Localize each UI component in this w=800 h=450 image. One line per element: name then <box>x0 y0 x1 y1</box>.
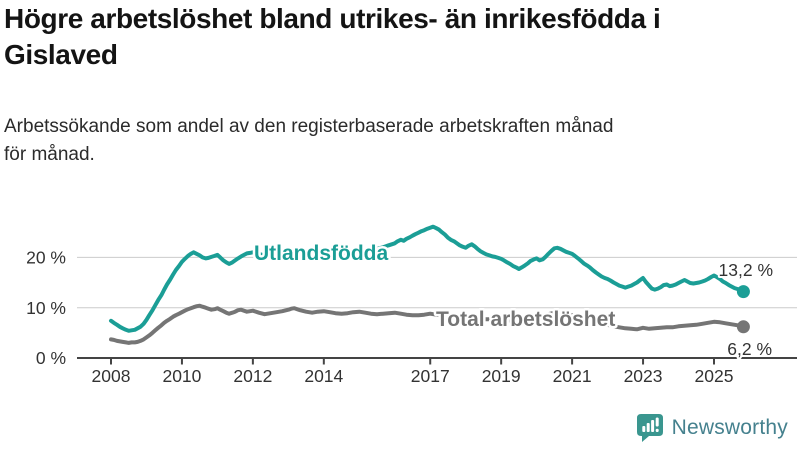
subtitle-line-1: Arbetssökande som andel av den registerb… <box>4 116 614 137</box>
series-label-total-arbetsloshet: Total arbetslöshet <box>436 308 615 331</box>
series-end-dot-0 <box>736 285 750 299</box>
x-tick-label: 2012 <box>233 366 272 386</box>
x-tick-label: 2010 <box>162 366 201 386</box>
newsworthy-wordmark: Newsworthy <box>671 416 788 439</box>
end-value-label-utlandsfodda: 13,2 % <box>719 260 773 280</box>
x-tick-label: 2019 <box>482 366 521 386</box>
y-axis: 0 % 10 % 20 % <box>26 248 66 369</box>
series-label-utlandsfodda: Utlandsfödda <box>254 242 388 265</box>
x-tick-label: 2017 <box>411 366 450 386</box>
end-value-label-total: 6,2 % <box>727 339 772 359</box>
x-tick-label: 2025 <box>695 366 734 386</box>
newsworthy-bar-chart-bubble-icon <box>636 414 663 442</box>
series-line-1 <box>109 303 746 345</box>
x-tick-label: 2021 <box>553 366 592 386</box>
x-tick-label: 2008 <box>92 366 131 386</box>
line-chart: 0 % 10 % 20 % 2008 2010 2012 2014 2017 2019 2021… <box>26 224 797 386</box>
y-tick-label: 10 % <box>26 298 66 318</box>
title-line-2: Gislaved <box>4 39 118 70</box>
subtitle-line-2: för månad. <box>4 144 95 165</box>
x-tick-label: 2023 <box>624 366 663 386</box>
chart-subtitle: Arbetssökande som andel av den registerb… <box>4 113 796 169</box>
page-title: Högre arbetslöshet bland utrikes- än inr… <box>4 1 796 73</box>
data-series <box>109 224 750 345</box>
title-line-1: Högre arbetslöshet bland utrikes- än inr… <box>4 3 661 34</box>
x-axis: 2008 2010 2012 2014 2017 2019 2021 2023 2025 <box>92 358 734 386</box>
y-tick-label: 0 % <box>36 348 66 368</box>
y-tick-label: 20 % <box>26 248 66 268</box>
series-end-dot-1 <box>736 320 750 334</box>
newsworthy-logo[interactable]: Newsworthy <box>636 413 788 443</box>
x-tick-label: 2014 <box>304 366 343 386</box>
series-line-0 <box>109 224 746 333</box>
